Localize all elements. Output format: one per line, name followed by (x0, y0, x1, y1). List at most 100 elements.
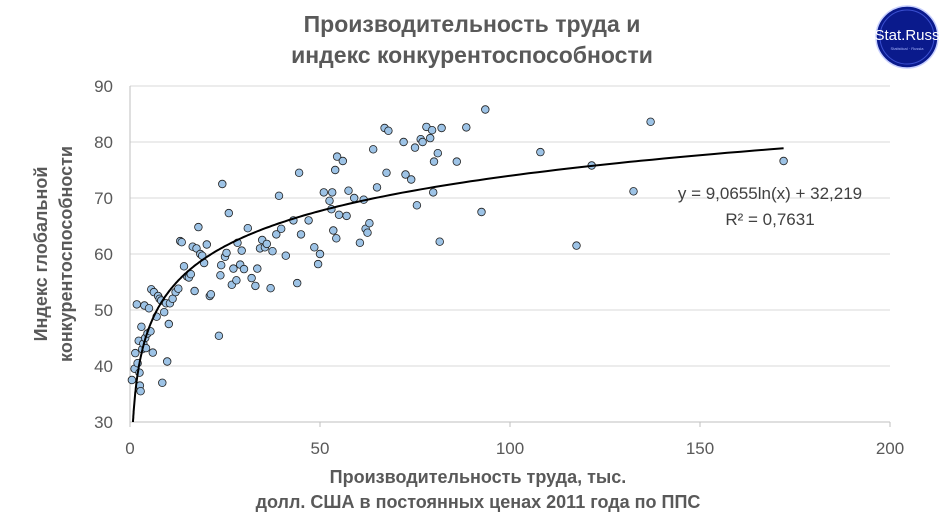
data-point (310, 243, 319, 252)
data-point (427, 125, 437, 135)
data-point (158, 378, 167, 387)
data-point (331, 165, 340, 175)
data-point (319, 188, 328, 197)
data-point (437, 123, 446, 133)
data-point (296, 230, 306, 239)
data-point (174, 284, 183, 293)
data-point (202, 240, 211, 249)
y-axis-title-line-1: Индекс глобальной (31, 167, 51, 342)
data-point (342, 211, 351, 221)
data-point (251, 281, 260, 291)
data-point (243, 223, 252, 233)
data-point (222, 248, 231, 258)
data-point (338, 156, 347, 166)
data-point (294, 168, 304, 177)
data-point (132, 300, 141, 309)
data-point (399, 137, 408, 147)
data-point (350, 193, 359, 203)
data-point (384, 126, 393, 135)
x-axis-title-line-1: Производительность труда, тыс. (330, 467, 627, 487)
data-point (253, 264, 262, 273)
data-point (477, 207, 486, 217)
data-point (159, 308, 169, 317)
data-point (355, 238, 365, 247)
data-point (332, 234, 341, 243)
chart-title-line-1: Производительность труда и (304, 11, 641, 37)
data-point (277, 224, 286, 233)
y-tick-label: 60 (94, 245, 113, 264)
data-point (334, 210, 344, 219)
data-point (332, 152, 342, 161)
x-tick-labels: 0 50 100 150 200 (125, 439, 904, 458)
data-point (136, 387, 145, 396)
data-point (372, 183, 382, 192)
data-point (536, 147, 545, 157)
data-point (328, 188, 337, 197)
data-points (127, 105, 788, 396)
y-tick-label: 50 (94, 301, 113, 320)
data-point (365, 218, 374, 228)
data-point (779, 156, 788, 166)
data-point (206, 290, 216, 299)
y-tick-label: 30 (94, 413, 113, 432)
data-point (481, 105, 490, 114)
data-point (401, 170, 410, 179)
data-point (313, 259, 323, 269)
logo-text: Stat.Russ (874, 27, 939, 44)
data-point (137, 322, 146, 331)
data-point (452, 157, 461, 166)
data-point (190, 286, 199, 296)
log-trendline (132, 147, 784, 422)
data-point (462, 123, 471, 132)
y-tick-label: 80 (94, 133, 113, 152)
stat-russ-logo: Stat.Russ Statistical · Russia (874, 5, 940, 69)
data-point (325, 196, 334, 205)
data-point (382, 168, 391, 177)
data-point (572, 241, 581, 250)
data-point (344, 186, 353, 195)
data-point (272, 230, 281, 239)
data-point (410, 143, 420, 152)
data-point (179, 262, 189, 271)
y-tick-label: 90 (94, 77, 113, 96)
data-point (426, 133, 435, 143)
data-point (229, 264, 238, 273)
data-point (407, 175, 416, 184)
data-point (144, 304, 154, 313)
data-point (127, 375, 137, 385)
x-tick-label: 150 (686, 439, 714, 458)
data-point (224, 208, 233, 218)
data-point (239, 264, 249, 274)
trendline-r-squared: R² = 0,7631 (725, 210, 814, 229)
data-point (266, 284, 275, 293)
data-point (435, 237, 444, 246)
data-point (218, 179, 227, 189)
data-point (412, 201, 422, 210)
x-tick-label: 100 (496, 439, 524, 458)
data-point (162, 357, 172, 366)
data-point (646, 117, 655, 126)
data-point (214, 331, 224, 340)
data-point (429, 157, 439, 166)
data-point (186, 270, 195, 279)
data-point (216, 271, 225, 280)
data-point (148, 348, 157, 357)
data-point (194, 222, 203, 232)
trendline-equation: y = 9,0655ln(x) + 32,219 (678, 184, 862, 203)
x-tick-label: 200 (876, 439, 904, 458)
axes (129, 86, 891, 427)
data-point (216, 261, 226, 270)
data-point (329, 226, 338, 235)
data-point (131, 348, 140, 358)
x-tick-label: 50 (311, 439, 330, 458)
data-point (274, 191, 284, 200)
y-tick-label: 70 (94, 189, 113, 208)
data-point (429, 188, 438, 197)
data-point (433, 148, 442, 158)
logo-subtext: Statistical · Russia (891, 46, 925, 51)
data-point (304, 216, 313, 225)
data-point (247, 273, 256, 283)
y-tick-label: 40 (94, 357, 113, 376)
y-axis-title-line-2: конкурентоспособности (56, 146, 76, 362)
